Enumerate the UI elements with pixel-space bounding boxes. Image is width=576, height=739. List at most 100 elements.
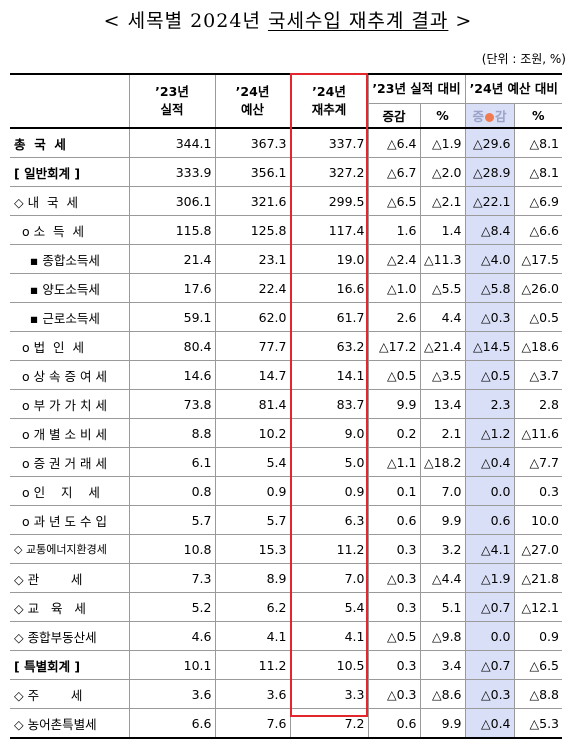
- diff-vs-24-cell: △0.4: [464, 708, 515, 739]
- value-24-reestimate-cell: 11.2: [289, 534, 369, 564]
- row-label: [ 일반회계 ]: [10, 157, 130, 187]
- diff-vs-24-cell: △0.5: [464, 360, 515, 390]
- pct-vs-24-cell: △17.5: [513, 244, 562, 274]
- value-23-cell: 73.8: [128, 389, 216, 419]
- value-24-budget-cell: 3.6: [214, 679, 291, 709]
- value-23-cell: 59.1: [128, 302, 216, 332]
- pct-vs-23-cell: △2.1: [419, 186, 466, 216]
- tax-revenue-table: ’23년 실적 ’24년 예산 ’24년 재추계 ’23년 실적 대비 ’24년…: [10, 73, 562, 739]
- table-body: 총 국 세 344.1 367.3 337.7 △6.4 △1.9 △29.6 △8.1[ 일…: [10, 127, 562, 739]
- table-row: ◇ 종합부동산세 4.6 4.1 4.1 △0.5 △9.8 0.0 0.9: [10, 621, 562, 651]
- diff-vs-24-cell: △0.3: [464, 679, 515, 709]
- diff-vs-24-cell: △5.8: [464, 273, 515, 303]
- title-open-bracket: <: [103, 10, 128, 32]
- value-24-reestimate-cell: 83.7: [289, 389, 369, 419]
- tax-revenue-table-wrap: ’23년 실적 ’24년 예산 ’24년 재추계 ’23년 실적 대비 ’24년…: [10, 73, 562, 739]
- row-label: ◇ 종합부동산세: [10, 621, 130, 651]
- diff-vs-24-cell: △4.0: [464, 244, 515, 274]
- pct-vs-23-cell: △21.4: [419, 331, 466, 361]
- diff-vs-23-cell: △6.5: [367, 186, 421, 216]
- pct-vs-24-cell: △7.7: [513, 447, 562, 477]
- diff-vs-23-cell: △1.1: [367, 447, 421, 477]
- diff-vs-24-cell: 2.3: [464, 389, 515, 419]
- pct-vs-23-cell: 9.9: [419, 708, 466, 739]
- value-24-budget-cell: 5.7: [214, 505, 291, 535]
- pct-vs-24-cell: △5.3: [513, 708, 562, 739]
- row-label: ◇ 주 세: [10, 679, 130, 709]
- row-label: ▪ 종합소득세: [10, 244, 130, 274]
- row-label: o 증 권 거 래 세: [10, 447, 130, 477]
- header-diff-23: 증감: [367, 103, 421, 129]
- value-24-reestimate-cell: 5.4: [289, 592, 369, 622]
- diff-vs-23-cell: 0.6: [367, 505, 421, 535]
- pct-vs-24-cell: △21.8: [513, 563, 562, 593]
- diff-vs-23-cell: 1.6: [367, 215, 421, 245]
- cursor-dot-icon: [485, 113, 494, 122]
- row-label: ◇ 교통에너지환경세: [10, 534, 130, 564]
- header-pct-24: %: [513, 103, 562, 129]
- table-row: o 증 권 거 래 세 6.1 5.4 5.0 △1.1 △18.2 △0.4 △7.7: [10, 447, 562, 477]
- row-label: o 과 년 도 수 입: [10, 505, 130, 535]
- value-24-reestimate-cell: 299.5: [289, 186, 369, 216]
- diff-vs-24-cell: △1.9: [464, 563, 515, 593]
- row-label: o 부 가 가 치 세: [10, 389, 130, 419]
- value-24-reestimate-cell: 14.1: [289, 360, 369, 390]
- value-24-reestimate-cell: 7.2: [289, 708, 369, 739]
- table-row: [ 특별회계 ] 10.1 11.2 10.5 0.3 3.4 △0.7 △6.5: [10, 650, 562, 680]
- pct-vs-23-cell: 1.4: [419, 215, 466, 245]
- value-24-budget-cell: 14.7: [214, 360, 291, 390]
- diff-vs-23-cell: 0.1: [367, 476, 421, 506]
- row-label: o 상 속 증 여 세: [10, 360, 130, 390]
- pct-vs-23-cell: 7.0: [419, 476, 466, 506]
- value-24-reestimate-cell: 327.2: [289, 157, 369, 187]
- table-row: ◇ 관 세 7.3 8.9 7.0 △0.3 △4.4 △1.9 △21.8: [10, 563, 562, 593]
- diff-vs-24-cell: △1.2: [464, 418, 515, 448]
- pct-vs-24-cell: 0.3: [513, 476, 562, 506]
- pct-vs-24-cell: △8.1: [513, 157, 562, 187]
- pct-vs-23-cell: 3.2: [419, 534, 466, 564]
- diff-vs-24-cell: 0.6: [464, 505, 515, 535]
- row-label: ◇ 내 국 세: [10, 186, 130, 216]
- diff-vs-23-cell: △6.7: [367, 157, 421, 187]
- value-23-cell: 5.7: [128, 505, 216, 535]
- diff-vs-23-cell: △0.5: [367, 360, 421, 390]
- row-label: ◇ 관 세: [10, 563, 130, 593]
- title-text: 세목별 2024년: [127, 10, 268, 32]
- diff-vs-24-cell: △29.6: [464, 127, 515, 158]
- value-23-cell: 333.9: [128, 157, 216, 187]
- diff-vs-23-cell: △0.3: [367, 563, 421, 593]
- header-col-24-budget: ’24년 예산: [214, 73, 291, 129]
- diff-vs-24-cell: △0.7: [464, 592, 515, 622]
- table-row: ◇ 주 세 3.6 3.6 3.3 △0.3 △8.6 △0.3 △8.8: [10, 679, 562, 709]
- value-23-cell: 14.6: [128, 360, 216, 390]
- value-24-reestimate-cell: 3.3: [289, 679, 369, 709]
- pct-vs-23-cell: △11.3: [419, 244, 466, 274]
- value-24-reestimate-cell: 9.0: [289, 418, 369, 448]
- value-24-budget-cell: 356.1: [214, 157, 291, 187]
- header-group-vs-24: ’24년 예산 대비: [464, 73, 562, 104]
- pct-vs-23-cell: △1.9: [419, 127, 466, 158]
- value-23-cell: 4.6: [128, 621, 216, 651]
- value-24-reestimate-cell: 0.9: [289, 476, 369, 506]
- pct-vs-24-cell: △27.0: [513, 534, 562, 564]
- pct-vs-23-cell: △2.0: [419, 157, 466, 187]
- pct-vs-24-cell: △6.6: [513, 215, 562, 245]
- value-23-cell: 3.6: [128, 679, 216, 709]
- table-row: o 부 가 가 치 세 73.8 81.4 83.7 9.9 13.4 2.3 2.8: [10, 389, 562, 419]
- diff-vs-24-cell: △0.7: [464, 650, 515, 680]
- value-24-reestimate-cell: 117.4: [289, 215, 369, 245]
- pct-vs-24-cell: △26.0: [513, 273, 562, 303]
- title-underlined-text: 국세수입 재추계 결과: [267, 10, 449, 32]
- value-23-cell: 8.8: [128, 418, 216, 448]
- diff-vs-23-cell: 0.6: [367, 708, 421, 739]
- table-row: ▪ 근로소득세 59.1 62.0 61.7 2.6 4.4 △0.3 △0.5: [10, 302, 562, 332]
- row-label: ◇ 교 육 세: [10, 592, 130, 622]
- value-24-budget-cell: 22.4: [214, 273, 291, 303]
- diff-vs-23-cell: 9.9: [367, 389, 421, 419]
- row-label: ▪ 근로소득세: [10, 302, 130, 332]
- value-24-reestimate-cell: 4.1: [289, 621, 369, 651]
- pct-vs-24-cell: 2.8: [513, 389, 562, 419]
- diff-vs-24-cell: △0.4: [464, 447, 515, 477]
- unit-label: (단위 : 조원, %): [481, 52, 566, 66]
- diff-vs-24-cell: △14.5: [464, 331, 515, 361]
